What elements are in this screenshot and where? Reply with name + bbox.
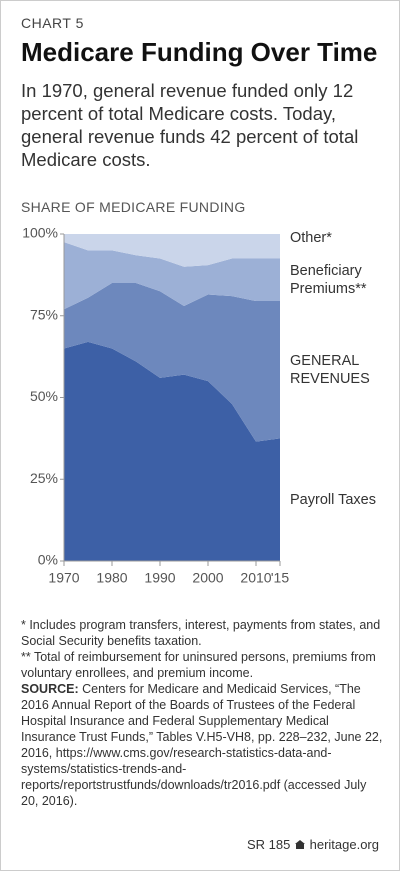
series-label: Other* xyxy=(290,230,332,247)
footer: SR 185 heritage.org xyxy=(247,837,379,852)
y-axis-title: SHARE OF MEDICARE FUNDING xyxy=(21,199,246,215)
x-tick-label: 1970 xyxy=(48,570,79,586)
report-id: SR 185 xyxy=(246,837,291,852)
logo-icon xyxy=(294,840,305,849)
chart-subtitle: In 1970, general revenue funded only 12 … xyxy=(21,80,359,170)
source-label: SOURCE: xyxy=(21,682,79,696)
y-tick-label: 50% xyxy=(30,388,58,404)
series-label: GENERAL REVENUES xyxy=(290,352,370,387)
chart-kicker: CHART 5 xyxy=(21,15,84,31)
series-label: Beneficiary Premiums** xyxy=(290,262,367,297)
x-tick-label: 1980 xyxy=(96,570,127,586)
y-tick-label: 100% xyxy=(22,225,58,241)
chart-title: Medicare Funding Over Time xyxy=(21,37,378,67)
notes: * Includes program transfers, interest, … xyxy=(21,617,386,809)
area xyxy=(64,242,280,310)
footnote: * Includes program transfers, interest, … xyxy=(21,618,381,648)
source: SOURCE: Centers for Medicare and Medicai… xyxy=(21,681,386,809)
footnote: ** Total of reimbursement for uninsured … xyxy=(21,650,376,680)
y-tick-label: 0% xyxy=(38,552,58,568)
area xyxy=(64,283,280,442)
x-tick-label: '15 xyxy=(271,570,289,586)
y-tick-label: 75% xyxy=(30,306,58,322)
y-tick-label: 25% xyxy=(30,470,58,486)
x-tick-label: 2000 xyxy=(192,570,223,586)
area xyxy=(64,341,280,561)
site: heritage.org xyxy=(309,837,379,852)
x-tick-label: 1990 xyxy=(144,570,175,586)
chart: 0% 25% 50% 75% 100% 1970 1980 1990 2000 2010'15 xyxy=(22,225,289,586)
area xyxy=(64,234,280,267)
series-label: Payroll Taxes xyxy=(290,491,376,508)
source-text: Centers for Medicare and Medicaid Servic… xyxy=(21,682,383,808)
x-tick-label: 2010 xyxy=(240,570,271,586)
